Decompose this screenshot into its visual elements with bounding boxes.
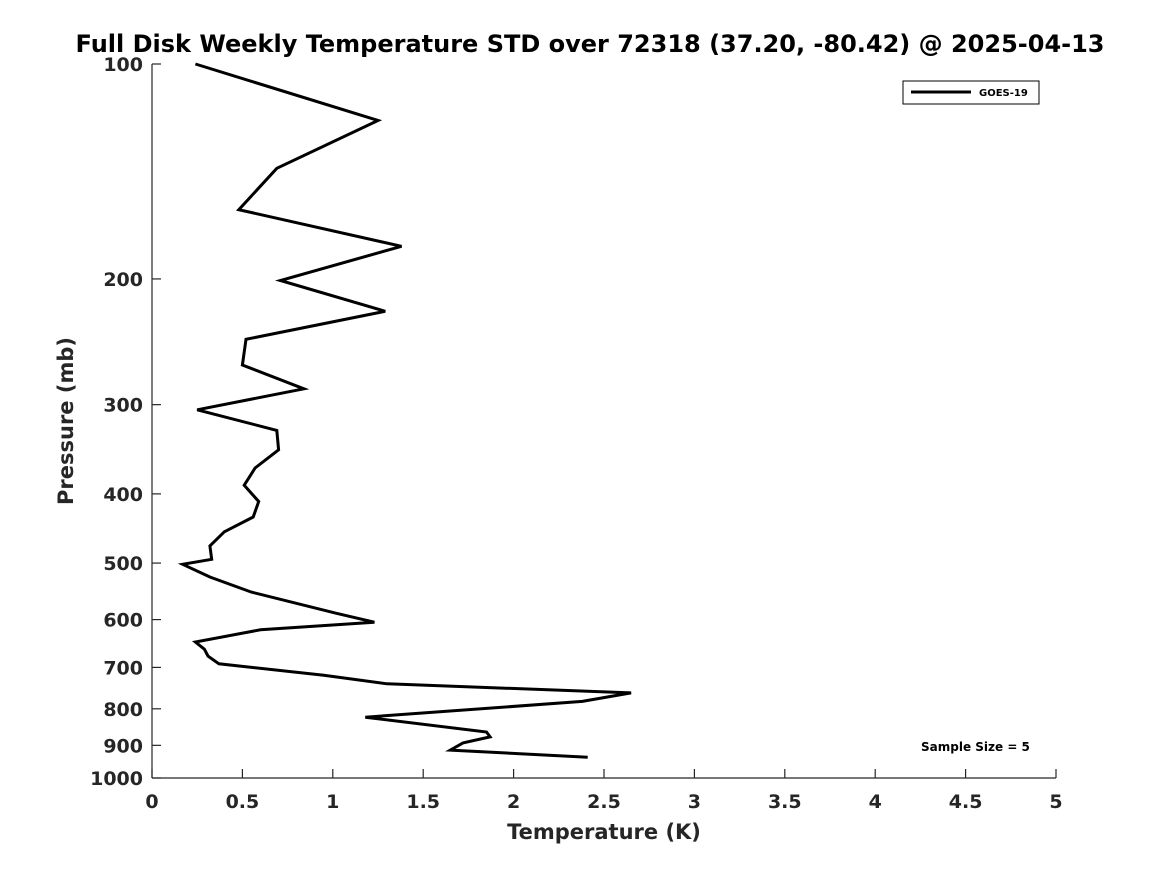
chart-title: Full Disk Weekly Temperature STD over 72… [76, 30, 1105, 58]
y-tick-label: 1000 [90, 768, 143, 790]
x-tick-label: 3 [688, 791, 701, 813]
series-group [177, 62, 632, 759]
y-tick-label: 600 [103, 610, 143, 632]
y-tick-label: 700 [103, 657, 143, 679]
legend-label-goes19: GOES-19 [979, 88, 1028, 99]
x-tick-label: 1 [326, 791, 339, 813]
legend: GOES-19 [902, 80, 1040, 105]
x-tick-label: 2 [507, 791, 520, 813]
x-tick-label: 4.5 [949, 791, 983, 813]
y-tick-label: 800 [103, 699, 143, 721]
x-tick-label: 2.5 [587, 791, 621, 813]
x-ticks: 0 0.5 1 1.5 2 2.5 3 3.5 4 4.5 5 [145, 769, 1063, 813]
x-tick-label: 4 [869, 791, 882, 813]
x-axis-label: Temperature (K) [507, 820, 701, 844]
x-tick-label: 5 [1049, 791, 1062, 813]
y-tick-label: 100 [103, 54, 143, 76]
y-tick-label: 400 [103, 484, 143, 506]
sample-size-annotation: Sample Size = 5 [921, 740, 1030, 754]
y-axis-label: Pressure (mb) [54, 337, 78, 505]
x-tick-label: 0.5 [226, 791, 260, 813]
y-ticks: 100 200 300 400 500 600 700 800 900 1000 [90, 54, 161, 790]
series-line-goes19 [177, 62, 632, 759]
x-tick-label: 3.5 [768, 791, 802, 813]
y-tick-label: 200 [103, 269, 143, 291]
y-tick-label: 900 [103, 735, 143, 757]
x-tick-label: 0 [145, 791, 158, 813]
y-tick-label: 300 [103, 395, 143, 417]
x-tick-label: 1.5 [406, 791, 440, 813]
y-tick-label: 500 [103, 553, 143, 575]
